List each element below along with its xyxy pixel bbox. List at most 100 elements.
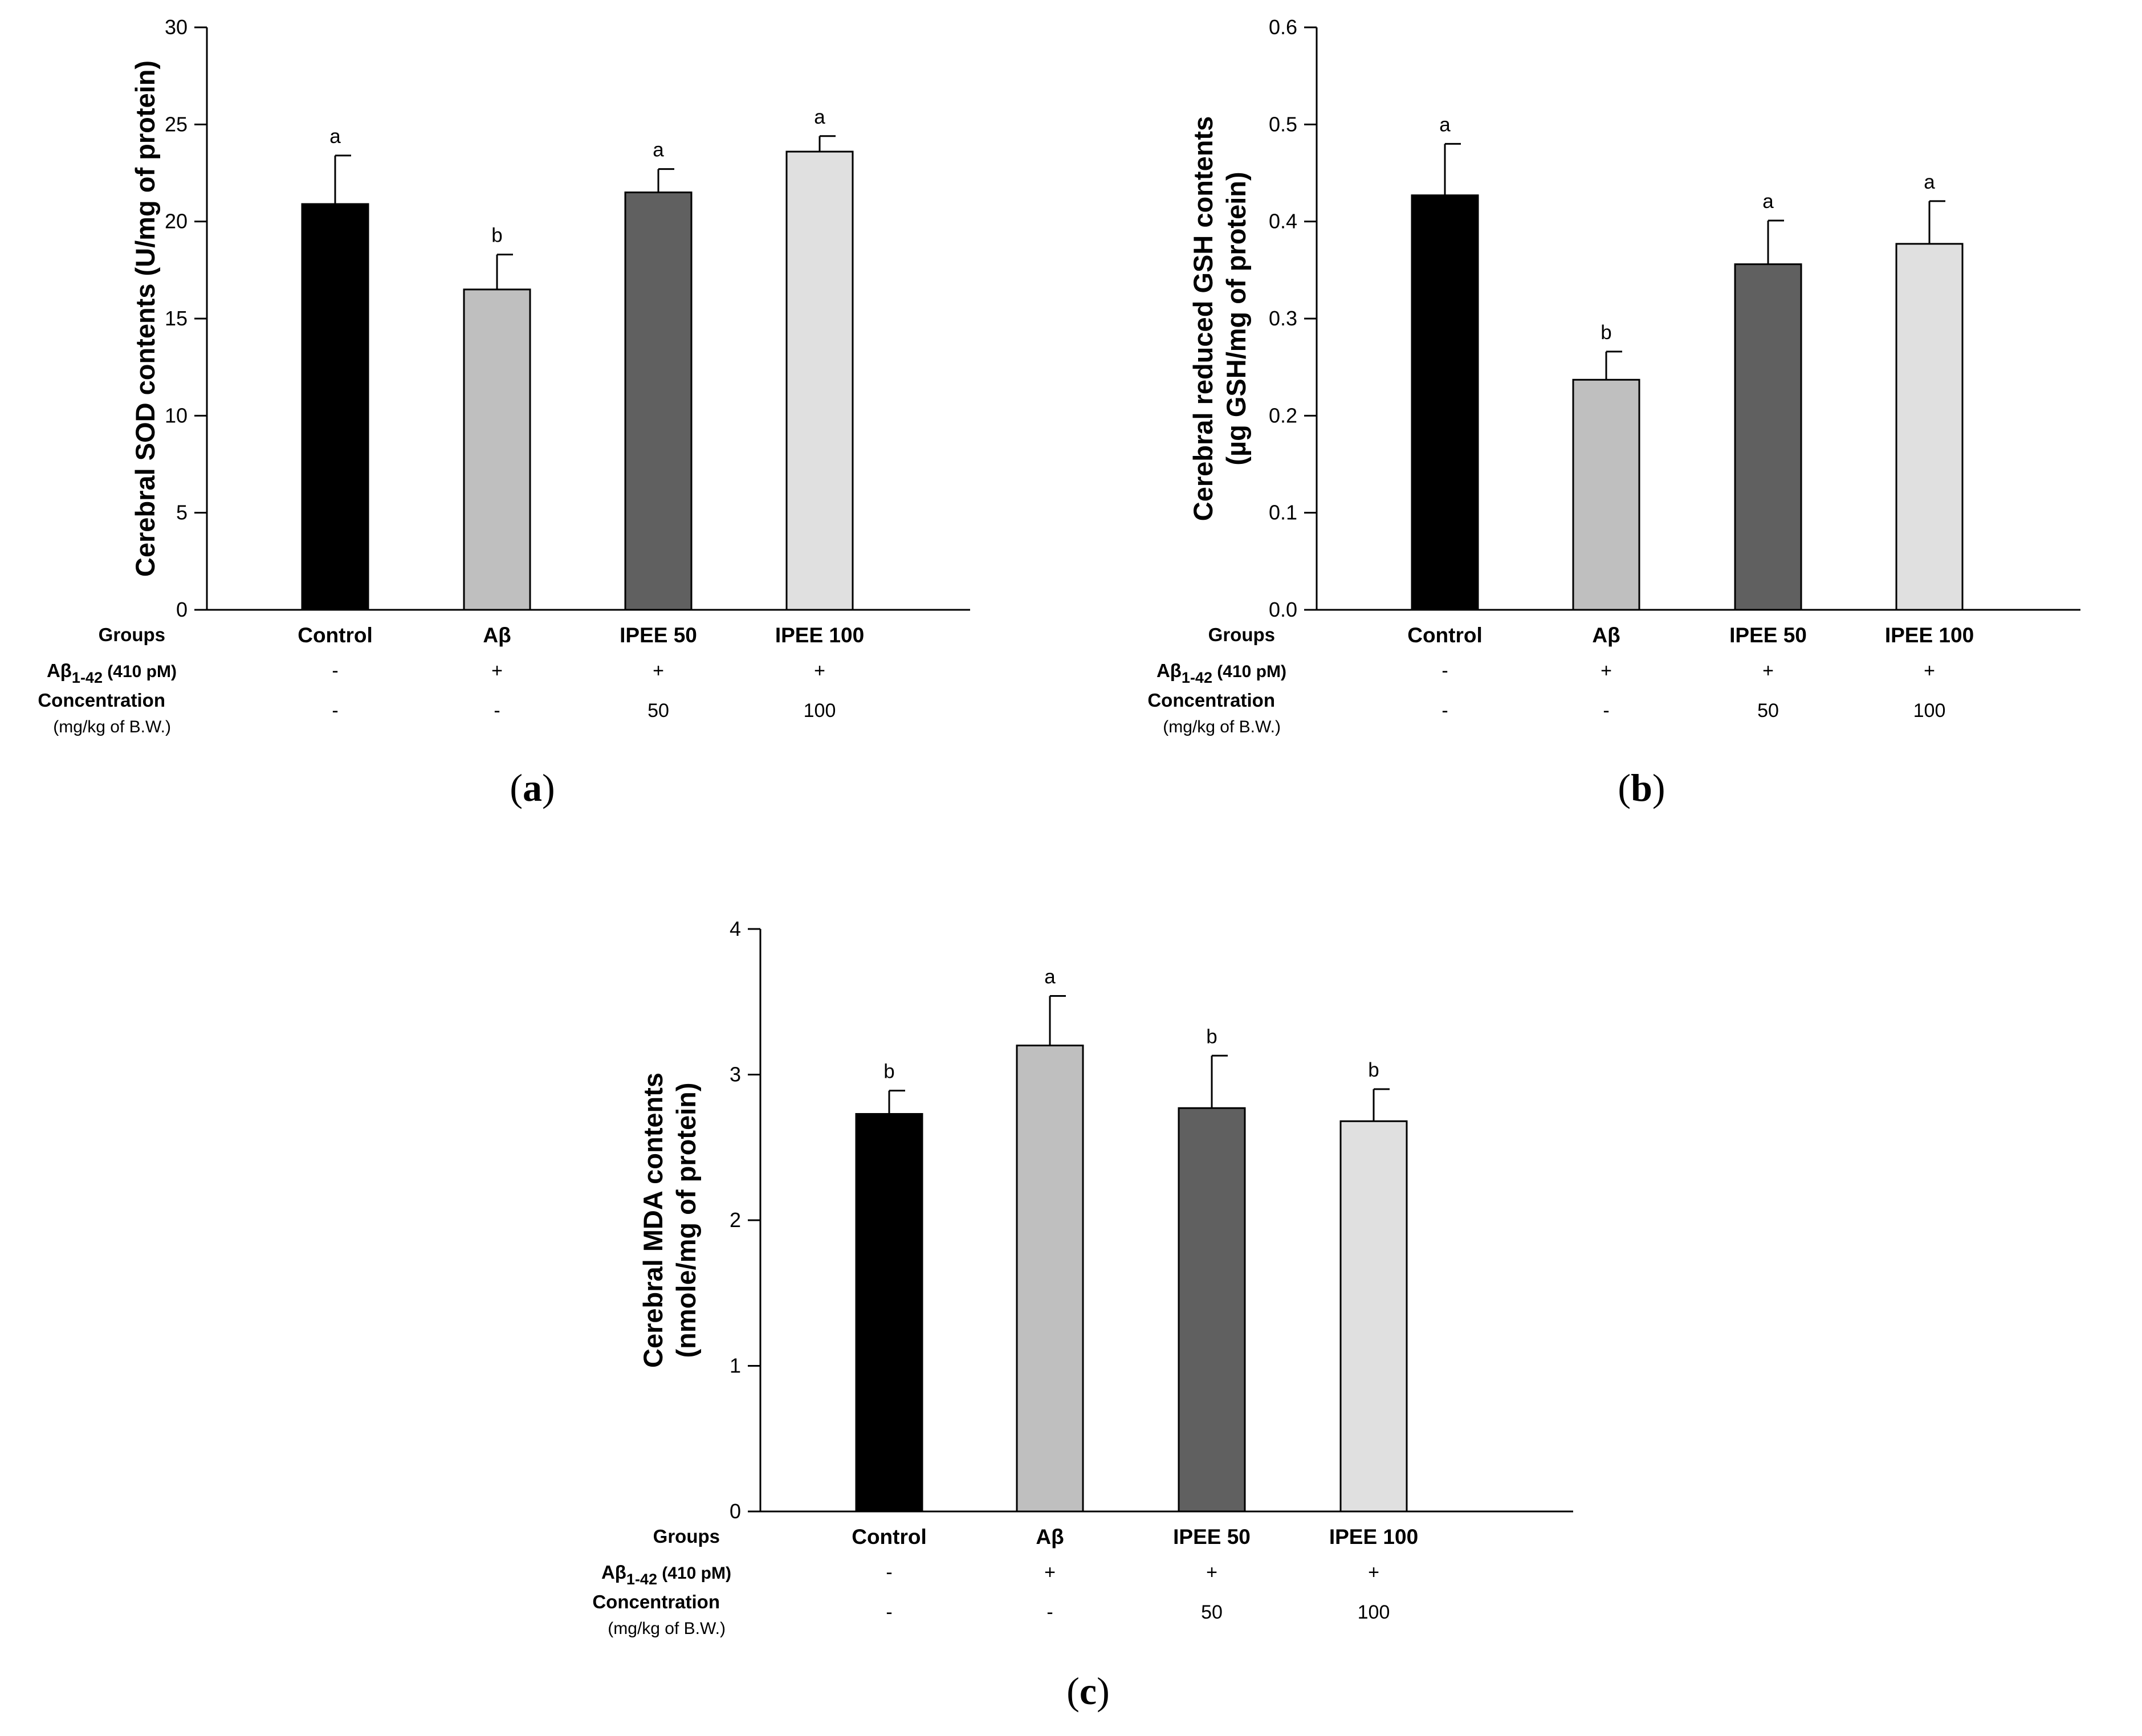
row-label-concentration-unit: (mg/kg of B.W.) — [1163, 718, 1281, 736]
significance-letter: a — [1762, 190, 1774, 213]
abeta-cell: + — [1924, 660, 1935, 682]
y-tick-label: 4 — [730, 917, 741, 940]
category-label: IPEE 50 — [1729, 624, 1807, 647]
y-tick-label: 0.6 — [1269, 15, 1297, 39]
concentration-cell: 50 — [648, 700, 669, 722]
y-tick-label: 0.1 — [1269, 501, 1297, 524]
category-label: IPEE 100 — [775, 624, 864, 647]
abeta-cell: + — [1601, 660, 1612, 682]
y-tick-label: 25 — [165, 112, 188, 136]
y-tick-label: 0.2 — [1269, 404, 1297, 427]
y-tick-label: 2 — [730, 1208, 741, 1232]
row-label-concentration-unit: (mg/kg of B.W.) — [608, 1619, 726, 1638]
y-tick-label: 30 — [165, 15, 188, 39]
y-tick-label: 5 — [176, 501, 188, 524]
y-tick-label: 0.0 — [1269, 598, 1297, 621]
row-label-concentration-unit: (mg/kg of B.W.) — [53, 718, 171, 736]
category-label: Control — [852, 1525, 927, 1548]
panel-label: (a) — [510, 766, 555, 809]
y-axis-title-line: Cerebral SOD contents (U/mg of protein) — [130, 60, 160, 577]
concentration-cell: - — [886, 1601, 892, 1623]
abeta-cell: + — [1762, 660, 1774, 682]
category-label: Aβ — [1592, 624, 1620, 647]
significance-letter: b — [1206, 1025, 1217, 1048]
panel-label: (c) — [1066, 1669, 1110, 1713]
y-axis-title-line: Cerebral MDA contents — [638, 1073, 668, 1368]
bar-2 — [463, 288, 531, 611]
row-label-concentration: Concentration — [1147, 690, 1275, 711]
significance-letter: a — [814, 106, 825, 128]
bar-3 — [1178, 1107, 1246, 1513]
y-axis-title-line: Cerebral reduced GSH contents — [1188, 116, 1218, 521]
bar-1 — [301, 203, 369, 611]
row-label-abeta: Aβ1-42 (410 pM) — [601, 1562, 731, 1588]
concentration-cell: - — [1046, 1601, 1053, 1623]
row-label-abeta: Aβ1-42 (410 pM) — [47, 660, 177, 686]
row-label-groups: Groups — [1208, 624, 1275, 645]
row-label-concentration: Concentration — [592, 1591, 720, 1612]
y-tick-label: 0 — [730, 1499, 741, 1523]
bar-1 — [1411, 194, 1479, 611]
bar-4 — [785, 150, 854, 611]
significance-letter: b — [1368, 1059, 1379, 1081]
significance-letter: a — [653, 139, 664, 161]
bar-4 — [1895, 243, 1964, 611]
category-label: IPEE 50 — [1173, 1525, 1251, 1548]
bar-3 — [624, 191, 693, 611]
y-tick-label: 0 — [176, 598, 188, 621]
chart-panel-b: 0.0 0.1 0.2 0.3 0.4 0.5 0.6 Cerebral reduced GS… — [1147, 15, 2080, 809]
concentration-cell: 100 — [1913, 700, 1946, 722]
category-label: Control — [298, 624, 373, 647]
significance-letter: b — [491, 225, 502, 247]
y-tick-label: 1 — [730, 1354, 741, 1378]
y-tick-label: 0.3 — [1269, 307, 1297, 330]
bar-4 — [1339, 1120, 1408, 1513]
y-axis-title: Cerebral MDA contents (nmole/mg of protei… — [638, 1073, 701, 1368]
concentration-cell: - — [494, 700, 500, 722]
y-axis-title-line: (µg GSH/mg of protein) — [1221, 172, 1251, 465]
abeta-cell: + — [814, 660, 825, 682]
row-label-groups: Groups — [653, 1526, 720, 1547]
category-label: Aβ — [483, 624, 511, 647]
panel-label: (b) — [1618, 766, 1665, 809]
category-label: Aβ — [1036, 1525, 1064, 1548]
y-tick-label: 0.5 — [1269, 112, 1297, 136]
category-label: IPEE 100 — [1885, 624, 1974, 647]
abeta-cell: - — [332, 660, 338, 682]
y-tick-label: 10 — [165, 404, 188, 427]
concentration-cell: 100 — [804, 700, 836, 722]
bar-2 — [1572, 378, 1640, 611]
category-label: Control — [1407, 624, 1483, 647]
y-tick-label: 15 — [165, 307, 188, 330]
significance-letter: b — [1601, 321, 1611, 344]
significance-letter: a — [1439, 113, 1451, 136]
category-label: IPEE 100 — [1329, 1525, 1418, 1548]
abeta-cell: + — [1044, 1562, 1056, 1583]
y-axis-title-line: (nmole/mg of protein) — [671, 1082, 701, 1358]
concentration-cell: 50 — [1757, 700, 1779, 722]
category-label: IPEE 50 — [620, 624, 697, 647]
significance-letter: a — [329, 125, 341, 148]
abeta-cell: + — [1368, 1562, 1379, 1583]
concentration-cell: - — [332, 700, 338, 722]
y-tick-label: 0.4 — [1269, 210, 1297, 233]
concentration-cell: 100 — [1358, 1601, 1390, 1623]
significance-letter: b — [883, 1061, 894, 1083]
abeta-cell: + — [1206, 1562, 1217, 1583]
abeta-cell: - — [886, 1562, 892, 1583]
chart-panel-c: 0 1 2 3 4 Cerebral MDA contents (nmole/mg of p… — [592, 917, 1573, 1713]
bar-2 — [1016, 1044, 1084, 1513]
abeta-cell: + — [491, 660, 503, 682]
y-tick-label: 20 — [165, 210, 188, 233]
y-axis-title: Cerebral SOD contents (U/mg of protein) — [130, 60, 160, 577]
abeta-cell: + — [653, 660, 664, 682]
significance-letter: a — [1044, 966, 1056, 988]
y-axis-title: Cerebral reduced GSH contents (µg GSH/mg … — [1188, 116, 1251, 521]
concentration-cell: 50 — [1201, 1601, 1223, 1623]
row-label-abeta: Aβ1-42 (410 pM) — [1156, 660, 1286, 686]
concentration-cell: - — [1441, 700, 1448, 722]
bar-3 — [1734, 263, 1802, 611]
abeta-cell: - — [1441, 660, 1448, 682]
